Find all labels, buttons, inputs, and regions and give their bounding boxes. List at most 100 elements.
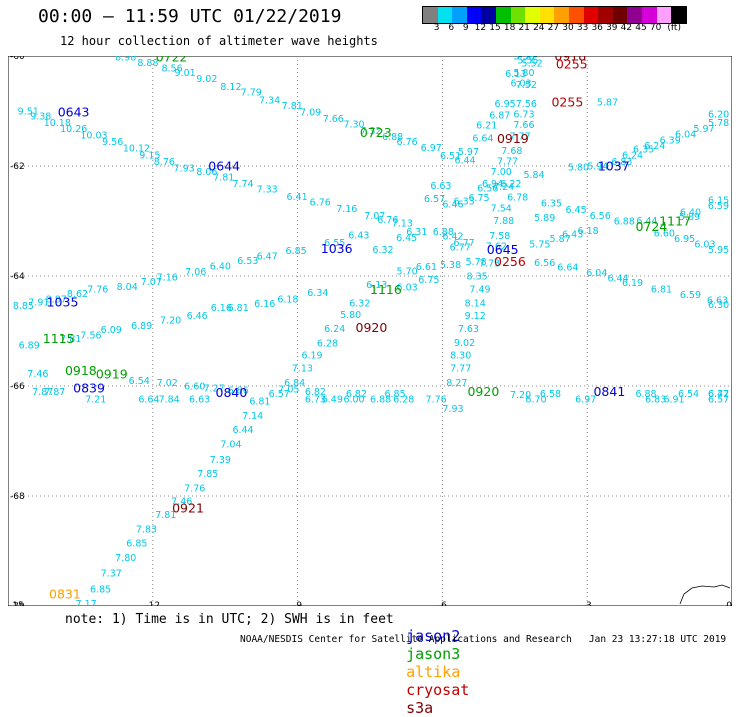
- wave-height-value: 6.64: [472, 133, 493, 144]
- wave-height-value: 5.58: [513, 56, 534, 62]
- wave-height-value: 7.84: [159, 395, 180, 406]
- wave-height-value: 6.44: [607, 274, 628, 285]
- wave-height-value: 6.58: [540, 389, 561, 400]
- colorbar-swatch: [671, 7, 686, 23]
- wave-height-value: 8.88: [137, 58, 158, 69]
- coastline: [679, 584, 731, 605]
- wave-height-map: -15 -12 -9 -6 -3 0 -60 -62 -64 -66 -68 -70 8.988.88…: [8, 56, 732, 606]
- wave-height-value: 8.30: [450, 351, 471, 362]
- map-ticks: -15 -12 -9 -6 -3 0 -60 -62 -64 -66 -68 -70: [9, 56, 732, 606]
- legend-jason3: jason3: [406, 645, 461, 663]
- wave-height-value: 6.59: [708, 201, 729, 212]
- y-tick-label: -66: [10, 382, 25, 392]
- wave-height-value: 7.32: [360, 126, 381, 137]
- wave-height-value: 6.35: [541, 199, 562, 210]
- wave-height-value: 9.51: [18, 106, 39, 117]
- wave-height-value: 6.42: [442, 232, 463, 243]
- wave-height-value: 6.75: [468, 193, 489, 204]
- pass-time-s3a: 0920: [356, 320, 388, 335]
- wave-height-value: 6.73: [513, 110, 534, 121]
- wave-height-value: 7.87: [44, 387, 65, 398]
- colorbar-swatch: [525, 7, 540, 23]
- wave-height-value: 9.12: [465, 311, 486, 322]
- wave-height-value: 7.77: [450, 364, 471, 375]
- wave-height-value: 6.19: [301, 351, 322, 362]
- wave-height-value: 6.45: [396, 233, 417, 244]
- pass-time-jason3: 0724: [635, 219, 667, 234]
- wave-height-value: 9.38: [30, 111, 51, 122]
- wave-height-value: 7.07: [141, 277, 162, 288]
- colorbar-swatch: [554, 7, 569, 23]
- wave-height-value: 6.82: [346, 389, 367, 400]
- wave-height-value: 6.24: [622, 150, 643, 161]
- wave-height-value: 6.81: [228, 303, 249, 314]
- colorbar-swatch: [437, 7, 453, 23]
- legend-cryosat: cryosat: [406, 681, 470, 699]
- colorbar-label: 70: [649, 23, 662, 33]
- wave-height-value: 7.20: [160, 315, 181, 326]
- wave-height-value: 6.20: [708, 110, 729, 121]
- wave-height-value: 6.51: [440, 151, 461, 162]
- wave-height-value: 7.81: [213, 172, 234, 183]
- pass-time-jason3: 0723: [360, 125, 392, 140]
- wave-height-value: 6.34: [307, 288, 328, 299]
- map-frame: [8, 56, 732, 606]
- wave-height-value: 5.84: [523, 170, 544, 181]
- wave-height-value: 5.89: [534, 213, 555, 224]
- wave-height-value: 6.57: [424, 194, 445, 205]
- wave-height-value: 6.16: [254, 299, 275, 310]
- wave-height-value: 7.76: [184, 484, 205, 495]
- wave-height-value: 5.55: [517, 56, 538, 67]
- wave-height-value: 6.95: [495, 99, 516, 110]
- wave-height-colorbar: [422, 6, 687, 24]
- wave-height-value: 7.66: [323, 114, 344, 125]
- wave-height-value: 6.33: [454, 197, 475, 208]
- wave-height-value: 6.64: [138, 395, 159, 406]
- wave-height-value: 7.81: [60, 334, 81, 345]
- wave-height-value: 8.85: [13, 301, 34, 312]
- wave-height-value: 5.70: [397, 266, 418, 277]
- wave-height-value: 6.60: [654, 228, 675, 239]
- credit-line: NOAA/NESDIS Center for Satellite Applica…: [240, 634, 727, 645]
- wave-height-value: 7.93: [174, 164, 195, 175]
- wave-height-value: 5.80: [568, 162, 589, 173]
- footer-note: note: 1) Time is in UTC; 2) SWH is in fe…: [65, 612, 394, 627]
- colorbar-labels: 3 6 9 12 15 18 21 24 27 30 33 36 39 42 45 70 (ft): [422, 23, 740, 35]
- wave-height-value: 8.06: [196, 167, 217, 178]
- wave-height-value: 7.93: [442, 404, 463, 415]
- pass-time-jason2: 0841: [593, 384, 625, 399]
- wave-height-value: 6.97: [421, 143, 442, 154]
- colorbar-swatch: [481, 7, 496, 23]
- wave-height-value: 7.37: [101, 568, 122, 579]
- wave-height-value: 5.78: [466, 257, 487, 268]
- colorbar-label: 42: [620, 23, 633, 33]
- wave-height-value: 6.28: [317, 338, 338, 349]
- wave-height-value: 6.42: [708, 389, 729, 400]
- wave-height-value: 10.18: [44, 118, 71, 129]
- wave-height-value: 8.27: [446, 378, 467, 389]
- wave-height-value: 7.30: [343, 120, 364, 131]
- legend-s3a: s3a: [406, 699, 434, 717]
- wave-height-value: 5.95: [708, 245, 729, 256]
- wave-height-value: 6.56: [477, 183, 498, 194]
- wave-height-value: 9.02: [196, 74, 217, 85]
- colorbar-label: 12: [474, 23, 487, 33]
- wave-height-value: 6.18: [578, 226, 599, 237]
- pass-time-jason3: 1116: [370, 282, 402, 297]
- wave-height-value: 6.54: [678, 389, 699, 400]
- y-tick-label: -64: [10, 272, 25, 282]
- wave-height-value: 7.54: [491, 204, 512, 215]
- wave-height-value: 9.01: [175, 68, 196, 79]
- map-grid: [8, 56, 732, 606]
- wave-height-value: 6.46: [187, 311, 208, 322]
- wave-height-value: 6.89: [19, 341, 40, 352]
- x-tick-label: 0: [726, 601, 732, 606]
- wave-height-value: 5.89: [679, 212, 700, 223]
- wave-height-value: 6.54: [129, 376, 150, 387]
- wave-height-value: 7.13: [392, 219, 413, 230]
- wave-height-value: 6.88: [614, 216, 635, 227]
- wave-height-value: 6.55: [324, 238, 345, 249]
- colorbar-swatch: [452, 7, 467, 23]
- colorbar-label: 39: [606, 23, 618, 33]
- wave-height-value: 6.75: [418, 275, 439, 286]
